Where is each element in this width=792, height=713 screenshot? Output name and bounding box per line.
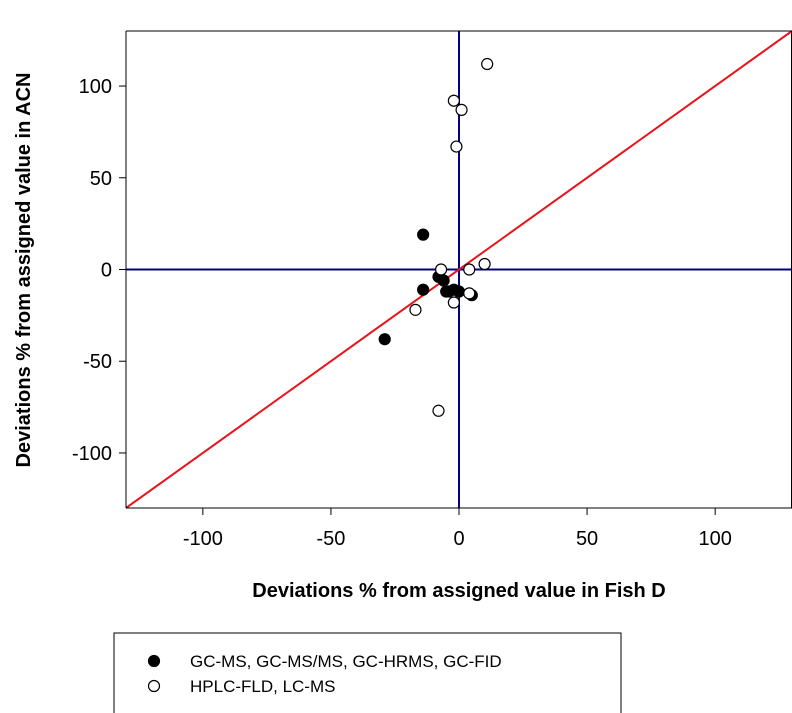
x-tick-label: -100 bbox=[183, 528, 223, 550]
filled-data-point bbox=[417, 228, 430, 241]
y-tick-label: 0 bbox=[101, 260, 112, 282]
filled-data-point bbox=[378, 333, 391, 346]
filled-legend-marker bbox=[147, 654, 161, 668]
x-tick-label: -50 bbox=[316, 528, 345, 550]
legend-entry-label: HPLC-FLD, LC-MS bbox=[190, 677, 335, 696]
open-data-point bbox=[455, 103, 468, 116]
x-tick-label: 0 bbox=[453, 528, 464, 550]
open-data-point bbox=[450, 140, 463, 153]
y-tick-label: -50 bbox=[83, 351, 112, 373]
open-legend-marker bbox=[147, 679, 161, 693]
filled-data-point bbox=[417, 283, 430, 296]
y-tick-label: -100 bbox=[72, 443, 112, 465]
open-data-point bbox=[463, 263, 476, 276]
open-data-point bbox=[447, 94, 460, 107]
legend: GC-MS, GC-MS/MS, GC-HRMS, GC-FID HPLC-FLD… bbox=[113, 632, 622, 713]
y-axis-ticks: -100 -50 0 50 100 bbox=[72, 76, 126, 465]
identity-line bbox=[125, 30, 792, 509]
x-axis-ticks: -100 -50 0 50 100 bbox=[183, 508, 732, 550]
filled-data-point bbox=[437, 274, 450, 287]
legend-entry-label: GC-MS, GC-MS/MS, GC-HRMS, GC-FID bbox=[190, 652, 502, 671]
y-tick-label: 100 bbox=[79, 76, 112, 98]
legend-box bbox=[113, 632, 622, 713]
open-data-point bbox=[432, 404, 445, 417]
data-points bbox=[378, 57, 494, 417]
open-data-point bbox=[481, 57, 494, 71]
y-tick-label: 50 bbox=[90, 168, 112, 190]
filled-data-point bbox=[452, 285, 466, 298]
open-data-point bbox=[447, 296, 460, 309]
open-data-point bbox=[434, 263, 448, 276]
open-data-point bbox=[478, 257, 491, 271]
x-axis-label: Deviations % from assigned value in Fish… bbox=[252, 580, 665, 602]
y-axis-label: Deviations % from assigned value in ACN bbox=[13, 73, 35, 468]
open-data-point bbox=[409, 303, 422, 316]
open-data-point bbox=[463, 287, 476, 300]
x-tick-label: 50 bbox=[576, 528, 598, 550]
x-tick-label: 100 bbox=[698, 528, 731, 550]
